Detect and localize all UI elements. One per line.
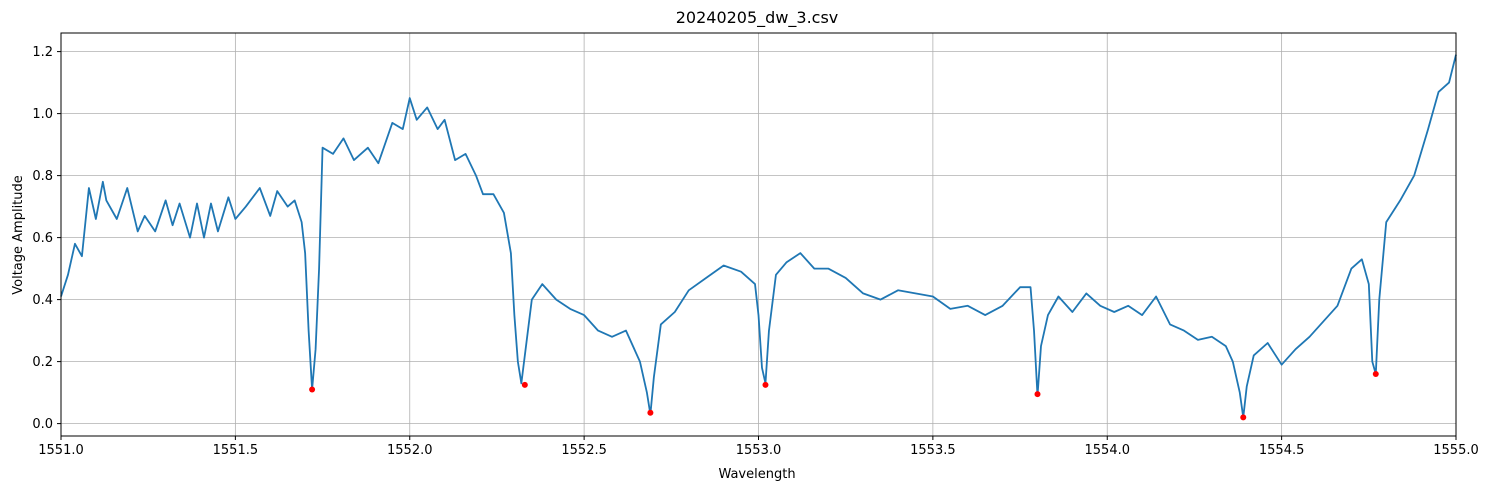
minimum-point bbox=[1240, 414, 1247, 421]
x-tick-label: 1551.0 bbox=[38, 443, 84, 458]
y-tick-label: 0.4 bbox=[32, 293, 53, 308]
y-tick-label: 0.8 bbox=[32, 169, 53, 184]
minimum-point bbox=[309, 386, 316, 393]
minimum-point bbox=[762, 381, 769, 388]
x-tick-label: 1553.5 bbox=[910, 443, 956, 458]
x-tick-label: 1552.0 bbox=[387, 443, 433, 458]
y-tick-label: 1.2 bbox=[32, 45, 53, 60]
x-tick-label: 1554.5 bbox=[1259, 443, 1305, 458]
x-axis-label: Wavelength bbox=[718, 467, 795, 482]
plot-area bbox=[60, 54, 1457, 421]
y-axis-label: Voltage Amplitude bbox=[11, 175, 26, 295]
series-line bbox=[60, 54, 1457, 419]
minimum-point bbox=[521, 381, 528, 388]
y-axis: 0.0 0.2 0.4 0.6 0.8 1.0 1.2 bbox=[32, 45, 61, 432]
x-tick-label: 1551.5 bbox=[213, 443, 259, 458]
y-tick-label: 0.6 bbox=[32, 231, 53, 246]
minimum-point bbox=[1034, 391, 1041, 398]
minimum-point bbox=[647, 409, 654, 416]
y-tick-label: 0.0 bbox=[32, 417, 53, 432]
y-tick-label: 1.0 bbox=[32, 107, 53, 122]
chart-title: 20240205_dw_3.csv bbox=[676, 8, 839, 28]
grid bbox=[60, 33, 1457, 436]
y-tick-label: 0.2 bbox=[32, 355, 53, 370]
x-tick-label: 1553.0 bbox=[736, 443, 782, 458]
x-axis: 1551.0 1551.5 1552.0 1552.5 1553.0 1553.5 1554… bbox=[38, 436, 1479, 458]
x-tick-label: 1555.0 bbox=[1433, 443, 1479, 458]
minimum-point bbox=[1372, 371, 1379, 377]
x-tick-label: 1552.5 bbox=[561, 443, 607, 458]
x-tick-label: 1554.0 bbox=[1085, 443, 1131, 458]
